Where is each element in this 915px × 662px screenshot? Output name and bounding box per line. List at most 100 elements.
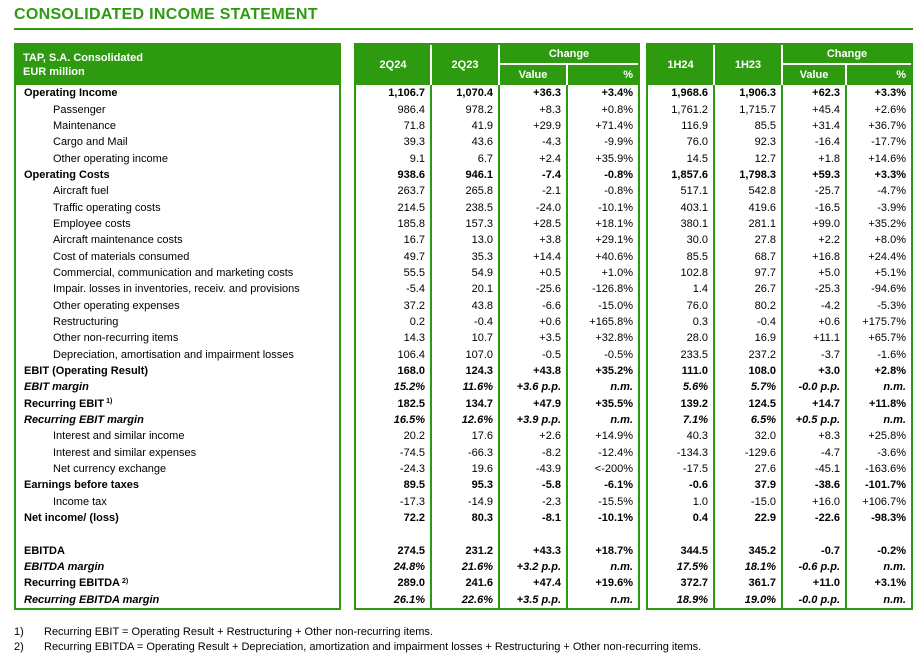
table-cell: 15.2% (356, 379, 432, 396)
table-cell: +14.6% (868, 152, 906, 165)
table-cell: 231.2 (432, 542, 500, 559)
table-cell: +19.6% (595, 577, 633, 590)
table-cell: -0.4 (432, 313, 500, 331)
table-cell: n.m. (610, 381, 633, 394)
table-cell: -17.7% (871, 136, 906, 149)
row-label: Interest and similar expenses (53, 446, 197, 459)
table-cell: 1,761.2 (648, 101, 715, 118)
table-row: 30.0 27.8 +2.2 +8.0% (648, 232, 911, 249)
table-cell: 6.7 (432, 150, 500, 167)
table-cell: -6.6 (500, 297, 568, 314)
table-cell: 238.5 (432, 199, 500, 216)
table-cell: 89.5 (356, 477, 432, 494)
table-row: 263.7 265.8 -2.1 -0.8% (356, 183, 638, 200)
table-cell: +71.4% (595, 119, 633, 132)
table-cell: -25.3 (783, 281, 847, 298)
table-row: 20.2 17.6 +2.6 +14.9% (356, 428, 638, 445)
labels-body: Operating Income Passenger Maintenance Carg… (16, 85, 339, 608)
footnote-number: 1) (14, 625, 24, 638)
footnote-reference: 2) (121, 577, 129, 585)
table-row: 9.1 6.7 +2.4 +35.9% (356, 150, 638, 167)
row-label: Commercial, communication and marketing … (53, 266, 294, 279)
row-label: EBIT margin (24, 381, 89, 394)
table-row: 1.0 -15.0 +16.0 +106.7% (648, 493, 911, 510)
row-label: Interest and similar income (53, 430, 185, 443)
table-cell: -16.5 (783, 199, 847, 216)
table-cell: 517.1 (648, 183, 715, 200)
table-cell: 85.5 (715, 117, 783, 135)
table-row: -134.3 -129.6 -4.7 -3.6% (648, 444, 911, 461)
row-label: Recurring EBITDA margin (24, 593, 160, 606)
table-row: 76.0 92.3 -16.4 -17.7% (648, 134, 911, 151)
table-row: -0.6 37.9 -38.6 -101.7% (648, 477, 911, 494)
table-cell: 54.9 (432, 264, 500, 282)
table-cell: -0.8% (604, 168, 633, 181)
row-label: EBITDA (24, 544, 65, 557)
table-cell: +32.8% (595, 332, 633, 345)
table-cell: 72.2 (356, 509, 432, 527)
footnote-text: Recurring EBIT = Operating Result + Rest… (44, 625, 433, 638)
table-cell: 17.5% (648, 558, 715, 576)
table-row: 1,106.7 1,070.4 +36.3 +3.4% (356, 85, 638, 102)
table-cell: -3.9% (877, 201, 906, 214)
table-cell: +65.7% (868, 332, 906, 345)
table-cell: +11.8% (868, 397, 906, 410)
row-label: Operating Income (24, 87, 118, 100)
table-cell: 124.5 (715, 395, 783, 412)
table-row (356, 526, 638, 543)
table-cell: 1,798.3 (715, 166, 783, 184)
quarter-header: 2Q24 2Q23 Change Value % (356, 45, 638, 85)
table-row: 1,857.6 1,798.3 +59.3 +3.3% (648, 166, 911, 184)
table-cell: 18.1% (715, 558, 783, 576)
table-cell: +0.6 (500, 313, 568, 331)
table-cell: -4.3 (500, 134, 568, 151)
table-cell: 403.1 (648, 199, 715, 216)
row-label: Income tax (53, 495, 107, 508)
table-cell: 17.6 (432, 428, 500, 445)
table-row: 5.6% 5.7% -0.0 p.p. n.m. (648, 379, 911, 396)
column-header-change-h: Change (783, 45, 911, 65)
footnote-number: 2) (14, 641, 24, 654)
table-cell: 22.6% (432, 591, 500, 608)
footnote-2: 2) Recurring EBITDA = Operating Result +… (14, 640, 915, 656)
table-cell: +0.8% (601, 103, 634, 116)
table-row: 182.5 134.7 +47.9 +35.5% (356, 395, 638, 412)
table-cell: -0.0 p.p. (783, 591, 847, 608)
table-row: -24.3 19.6 -43.9 <-200% (356, 460, 638, 478)
table-cell: 241.6 (432, 575, 500, 592)
table-cell: -45.1 (783, 460, 847, 478)
table-row: 139.2 124.5 +14.7 +11.8% (648, 395, 911, 412)
table-cell: 40.3 (648, 428, 715, 445)
table-cell: -17.5 (648, 460, 715, 478)
table-cell: -163.6% (865, 463, 906, 476)
table-cell (432, 526, 500, 543)
row-label: EBIT (Operating Result) (24, 365, 149, 378)
table-cell: +99.0 (783, 215, 847, 233)
table-cell: -3.6% (877, 446, 906, 459)
table-cell: -101.7% (865, 479, 906, 492)
table-cell: -0.4 (715, 313, 783, 331)
table-cell: +35.2% (868, 217, 906, 230)
table-cell: +8.0% (874, 234, 907, 247)
table-cell: 41.9 (432, 117, 500, 135)
table-cell: -0.0 p.p. (783, 379, 847, 396)
table-row: 89.5 95.3 -5.8 -6.1% (356, 477, 638, 494)
table-cell: +2.2 (783, 232, 847, 249)
column-header-2q23: 2Q23 (432, 45, 500, 85)
footnote-reference: 1) (106, 398, 113, 406)
table-cell: +2.4 (500, 150, 568, 167)
table-cell: 157.3 (432, 215, 500, 233)
table-cell: 289.0 (356, 575, 432, 592)
table-row: 106.4 107.0 -0.5 -0.5% (356, 346, 638, 363)
table-cell: -10.1% (598, 512, 633, 525)
labels-column: TAP, S.A. Consolidated EUR million Opera… (14, 43, 341, 610)
table-cell: 16.9 (715, 330, 783, 347)
table-row: 28.0 16.9 +11.1 +65.7% (648, 330, 911, 347)
table-cell: -0.5% (604, 348, 633, 361)
table-cell: +3.8 (500, 232, 568, 249)
table-cell: +3.5 p.p. (500, 591, 568, 608)
table-cell: 1.0 (648, 493, 715, 510)
table-cell: 1.4 (648, 281, 715, 298)
table-cell: -5.4 (356, 281, 432, 298)
